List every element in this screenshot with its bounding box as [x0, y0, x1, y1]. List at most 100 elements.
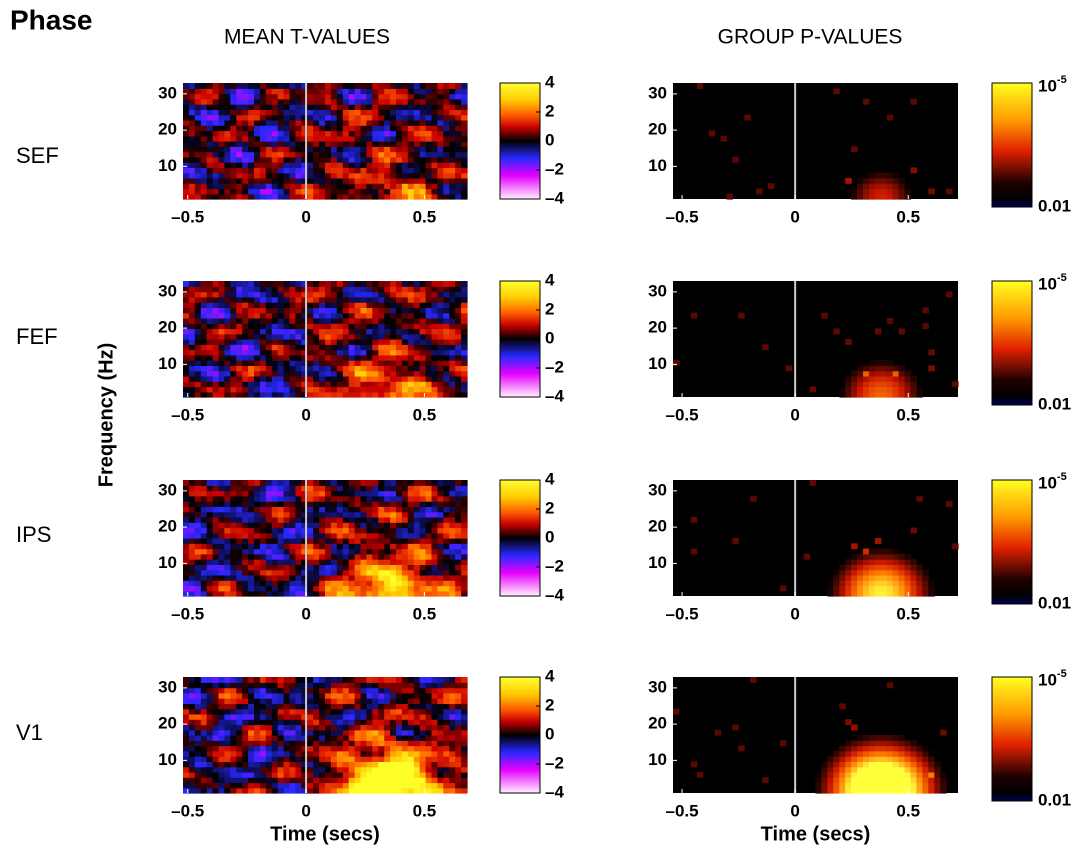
heatmap-cell [195, 99, 202, 105]
heatmap-cell [189, 371, 196, 377]
heatmap-cell [319, 564, 326, 570]
heatmap-cell [461, 131, 468, 137]
heatmap-cell [887, 115, 894, 121]
heatmap-cell [272, 88, 279, 94]
heatmap-cell [254, 141, 261, 147]
heatmap-cell [295, 99, 302, 105]
heatmap-cell [248, 120, 255, 126]
heatmap-cell [236, 94, 243, 100]
heatmap-cell [230, 480, 237, 486]
heatmap-cell [443, 767, 450, 773]
heatmap-cell [183, 387, 190, 393]
heatmap-cell [313, 554, 320, 560]
y-tick-label: 10 [648, 354, 667, 373]
heatmap-cell [372, 141, 379, 147]
heatmap-cell [254, 131, 261, 137]
heatmap-cell [697, 772, 704, 778]
heatmap-cell [230, 88, 237, 94]
heatmap-cell [461, 189, 468, 195]
heatmap-cell [437, 682, 444, 688]
heatmap-cell [284, 501, 291, 507]
heatmap-cell [402, 570, 409, 576]
heatmap-cell [461, 99, 468, 105]
heatmap-cell [248, 355, 255, 361]
heatmap-cell [224, 570, 231, 576]
heatmap-cell [284, 152, 291, 158]
heatmap-cell [893, 392, 900, 398]
heatmap-cell [437, 543, 444, 549]
heatmap-cell [337, 83, 344, 89]
heatmap-cell [384, 109, 391, 115]
heatmap-cell [372, 109, 379, 115]
heatmap-cell [426, 104, 433, 110]
heatmap-cell [437, 281, 444, 287]
heatmap-cell [408, 189, 415, 195]
heatmap-cell [219, 693, 226, 699]
heatmap-cell [911, 767, 918, 773]
heatmap-cell [343, 329, 350, 335]
heatmap-cell [361, 387, 368, 393]
heatmap-cell [455, 189, 462, 195]
heatmap-cell [402, 146, 409, 152]
heatmap-cell [236, 703, 243, 709]
heatmap-cell [432, 392, 439, 398]
heatmap-cell [928, 788, 935, 794]
heatmap-cell [343, 94, 350, 100]
heatmap-cell [863, 549, 870, 555]
heatmap-cell [408, 506, 415, 512]
heatmap-cell [189, 350, 196, 356]
heatmap-cell [349, 339, 356, 345]
heatmap [183, 83, 468, 200]
heatmap-cell [284, 120, 291, 126]
heatmap-cell [260, 334, 267, 340]
heatmap-cell [325, 703, 332, 709]
heatmap-cell [254, 559, 261, 565]
heatmap-cell [396, 719, 403, 725]
heatmap-cell [213, 307, 220, 313]
heatmap-cell [396, 83, 403, 89]
heatmap-cell [189, 575, 196, 581]
heatmap-cell [337, 698, 344, 704]
heatmap-cell [195, 709, 202, 715]
heatmap-cell [219, 788, 226, 794]
heatmap-cell [426, 549, 433, 555]
heatmap-cell [443, 189, 450, 195]
heatmap-cell [207, 549, 214, 555]
heatmap-cell [284, 307, 291, 313]
heatmap-cell [402, 522, 409, 528]
heatmap-cell [183, 693, 190, 699]
heatmap-cell [278, 719, 285, 725]
heatmap-cell [331, 751, 338, 757]
heatmap-cell [219, 506, 226, 512]
heatmap-cell [455, 580, 462, 586]
heatmap-cell [366, 677, 373, 683]
heatmap-cell [361, 517, 368, 523]
heatmap-cell [893, 746, 900, 752]
heatmap-cell [207, 698, 214, 704]
heatmap-cell [213, 376, 220, 382]
heatmap-cell [242, 506, 249, 512]
heatmap-cell [426, 730, 433, 736]
heatmap-cell [366, 746, 373, 752]
heatmap-cell [378, 360, 385, 366]
heatmap-cell [284, 735, 291, 741]
heatmap-cell [361, 381, 368, 387]
heatmap-cell [384, 355, 391, 361]
heatmap-cell [272, 365, 279, 371]
heatmap-cell [402, 350, 409, 356]
heatmap-cell [437, 381, 444, 387]
heatmap-cell [455, 146, 462, 152]
heatmap-cell [224, 83, 231, 89]
heatmap-cell [201, 554, 208, 560]
heatmap-cell [361, 575, 368, 581]
heatmap-cell [219, 355, 226, 361]
heatmap-cell [349, 120, 356, 126]
heatmap-cell [272, 564, 279, 570]
heatmap-cell [254, 323, 261, 329]
heatmap-cell [307, 703, 314, 709]
heatmap-cell [361, 88, 368, 94]
heatmap-cell [248, 365, 255, 371]
heatmap-cell [278, 564, 285, 570]
heatmap-cell [384, 371, 391, 377]
heatmap-cell [224, 334, 231, 340]
